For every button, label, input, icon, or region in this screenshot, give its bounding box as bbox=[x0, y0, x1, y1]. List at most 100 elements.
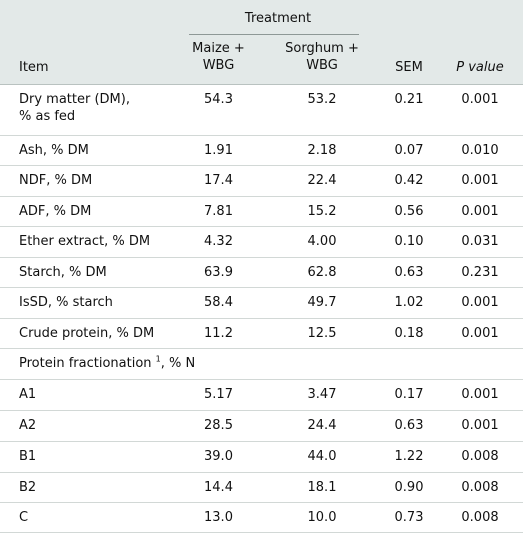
sorghum-header-line: WBG bbox=[306, 58, 338, 73]
table-row: Crude protein, % DM 11.2 12.5 0.18 0.001 bbox=[0, 319, 523, 349]
row-item-line: A1 bbox=[19, 387, 37, 402]
table-row: NDF, % DM 17.4 22.4 0.42 0.001 bbox=[0, 166, 523, 197]
p-value: 0.008 bbox=[461, 480, 499, 495]
maize-value: 5.17 bbox=[204, 387, 233, 402]
p-value: 0.001 bbox=[461, 295, 499, 310]
row-item-line: Ether extract, % DM bbox=[19, 234, 151, 249]
row-item-line: Protein fractionation 1, % N bbox=[19, 355, 195, 372]
sem-value: 0.63 bbox=[394, 265, 424, 280]
row-item-label: Starch, % DM bbox=[19, 264, 107, 281]
row-item-label: A2 bbox=[19, 417, 36, 434]
p-value: 0.001 bbox=[461, 204, 499, 219]
table-row: B1 39.0 44.0 1.22 0.008 bbox=[0, 442, 523, 473]
row-item-line: IsSD, % starch bbox=[19, 295, 113, 310]
sem-value: 0.10 bbox=[394, 234, 424, 249]
maize-value: 63.9 bbox=[204, 265, 233, 280]
footnote-marker: 1 bbox=[155, 354, 161, 364]
table-row: Protein fractionation 1, % N bbox=[0, 349, 523, 380]
maize-value: 14.4 bbox=[204, 480, 233, 495]
table-row: C 13.0 10.0 0.73 0.008 bbox=[0, 503, 523, 533]
sem-value: 0.07 bbox=[394, 143, 424, 158]
sorghum-value: 10.0 bbox=[307, 510, 337, 525]
row-item-label: IsSD, % starch bbox=[19, 294, 113, 311]
sem-value: 0.73 bbox=[394, 510, 424, 525]
table-row: A1 5.17 3.47 0.17 0.001 bbox=[0, 380, 523, 411]
row-item-line: B1 bbox=[19, 449, 37, 464]
sorghum-value: 3.47 bbox=[307, 387, 337, 402]
p-value: 0.231 bbox=[461, 265, 499, 280]
sorghum-value: 62.8 bbox=[307, 265, 337, 280]
row-item-label: Ash, % DM bbox=[19, 142, 89, 159]
maize-header-line: WBG bbox=[202, 58, 235, 73]
maize-value: 28.5 bbox=[204, 418, 233, 433]
table-row: Ether extract, % DM 4.32 4.00 0.10 0.031 bbox=[0, 227, 523, 258]
row-item-line: ADF, % DM bbox=[19, 204, 92, 219]
sem-value: 0.90 bbox=[394, 480, 424, 495]
row-item-label: NDF, % DM bbox=[19, 172, 92, 189]
row-item-suffix: , % N bbox=[160, 356, 196, 371]
sorghum-value: 18.1 bbox=[307, 480, 337, 495]
maize-value: 17.4 bbox=[204, 173, 233, 188]
p-value: 0.008 bbox=[461, 449, 499, 464]
sorghum-value: 4.00 bbox=[307, 234, 337, 249]
table-row: IsSD, % starch 58.4 49.7 1.02 0.001 bbox=[0, 288, 523, 319]
maize-value: 4.32 bbox=[204, 234, 233, 249]
sorghum-value: 44.0 bbox=[307, 449, 337, 464]
row-item-line: A2 bbox=[19, 418, 37, 433]
row-item-line: % as fed bbox=[19, 109, 76, 124]
maize-header-line: Maize + bbox=[192, 41, 245, 56]
table-row: Dry matter (DM), % as fed 54.3 53.2 0.21 0.00… bbox=[0, 85, 523, 136]
p-value: 0.001 bbox=[461, 418, 499, 433]
treatment-divider bbox=[189, 34, 359, 35]
table-row: ADF, % DM 7.81 15.2 0.56 0.001 bbox=[0, 197, 523, 227]
row-item-label: Crude protein, % DM bbox=[19, 325, 154, 342]
sem-value: 0.17 bbox=[394, 387, 424, 402]
row-item-line: Starch, % DM bbox=[19, 265, 107, 280]
table-row: Ash, % DM 1.91 2.18 0.07 0.010 bbox=[0, 136, 523, 166]
row-item-label: ADF, % DM bbox=[19, 203, 91, 220]
row-item-label: C bbox=[19, 509, 28, 526]
maize-header: Maize + WBG bbox=[186, 40, 251, 74]
maize-value: 13.0 bbox=[204, 510, 233, 525]
p-value: 0.031 bbox=[461, 234, 499, 249]
sem-value: 1.02 bbox=[394, 295, 424, 310]
p-value-header: P value bbox=[456, 60, 504, 75]
maize-value: 54.3 bbox=[204, 92, 233, 107]
row-item-line: B2 bbox=[19, 480, 37, 495]
sorghum-value: 49.7 bbox=[307, 295, 337, 310]
row-item-label: Protein fractionation 1, % N bbox=[19, 355, 195, 372]
item-header: Item bbox=[19, 60, 49, 75]
row-item-label: Dry matter (DM), % as fed bbox=[19, 91, 130, 125]
sem-value: 1.22 bbox=[394, 449, 424, 464]
maize-value: 39.0 bbox=[204, 449, 233, 464]
maize-value: 1.91 bbox=[204, 143, 233, 158]
row-item-label: A1 bbox=[19, 386, 36, 403]
sem-value: 0.56 bbox=[394, 204, 424, 219]
row-item-label: Ether extract, % DM bbox=[19, 233, 150, 250]
row-item-label: B1 bbox=[19, 448, 36, 465]
p-value: 0.001 bbox=[461, 92, 499, 107]
table-row: A2 28.5 24.4 0.63 0.001 bbox=[0, 411, 523, 442]
p-value: 0.001 bbox=[461, 173, 499, 188]
sem-value: 0.42 bbox=[394, 173, 424, 188]
maize-value: 11.2 bbox=[204, 326, 233, 341]
row-item-label: B2 bbox=[19, 479, 36, 496]
row-item-line: Dry matter (DM), bbox=[19, 92, 130, 107]
table-body: Dry matter (DM), % as fed 54.3 53.2 0.21 0.00… bbox=[0, 85, 523, 533]
row-item-line: C bbox=[19, 510, 29, 525]
table-header: Treatment Item Maize + WBG Sorghum + WBG… bbox=[0, 0, 523, 85]
sem-header: SEM bbox=[395, 60, 423, 75]
p-value: 0.008 bbox=[461, 510, 499, 525]
table-row: B2 14.4 18.1 0.90 0.008 bbox=[0, 473, 523, 503]
table-row: Starch, % DM 63.9 62.8 0.63 0.231 bbox=[0, 258, 523, 288]
sem-value: 0.21 bbox=[394, 92, 424, 107]
p-value: 0.010 bbox=[461, 143, 499, 158]
sem-value: 0.18 bbox=[394, 326, 424, 341]
sorghum-value: 15.2 bbox=[307, 204, 337, 219]
sorghum-value: 24.4 bbox=[307, 418, 337, 433]
row-item-line: Ash, % DM bbox=[19, 143, 89, 158]
row-item-line: Crude protein, % DM bbox=[19, 326, 155, 341]
sem-value: 0.63 bbox=[394, 418, 424, 433]
p-value: 0.001 bbox=[461, 387, 499, 402]
